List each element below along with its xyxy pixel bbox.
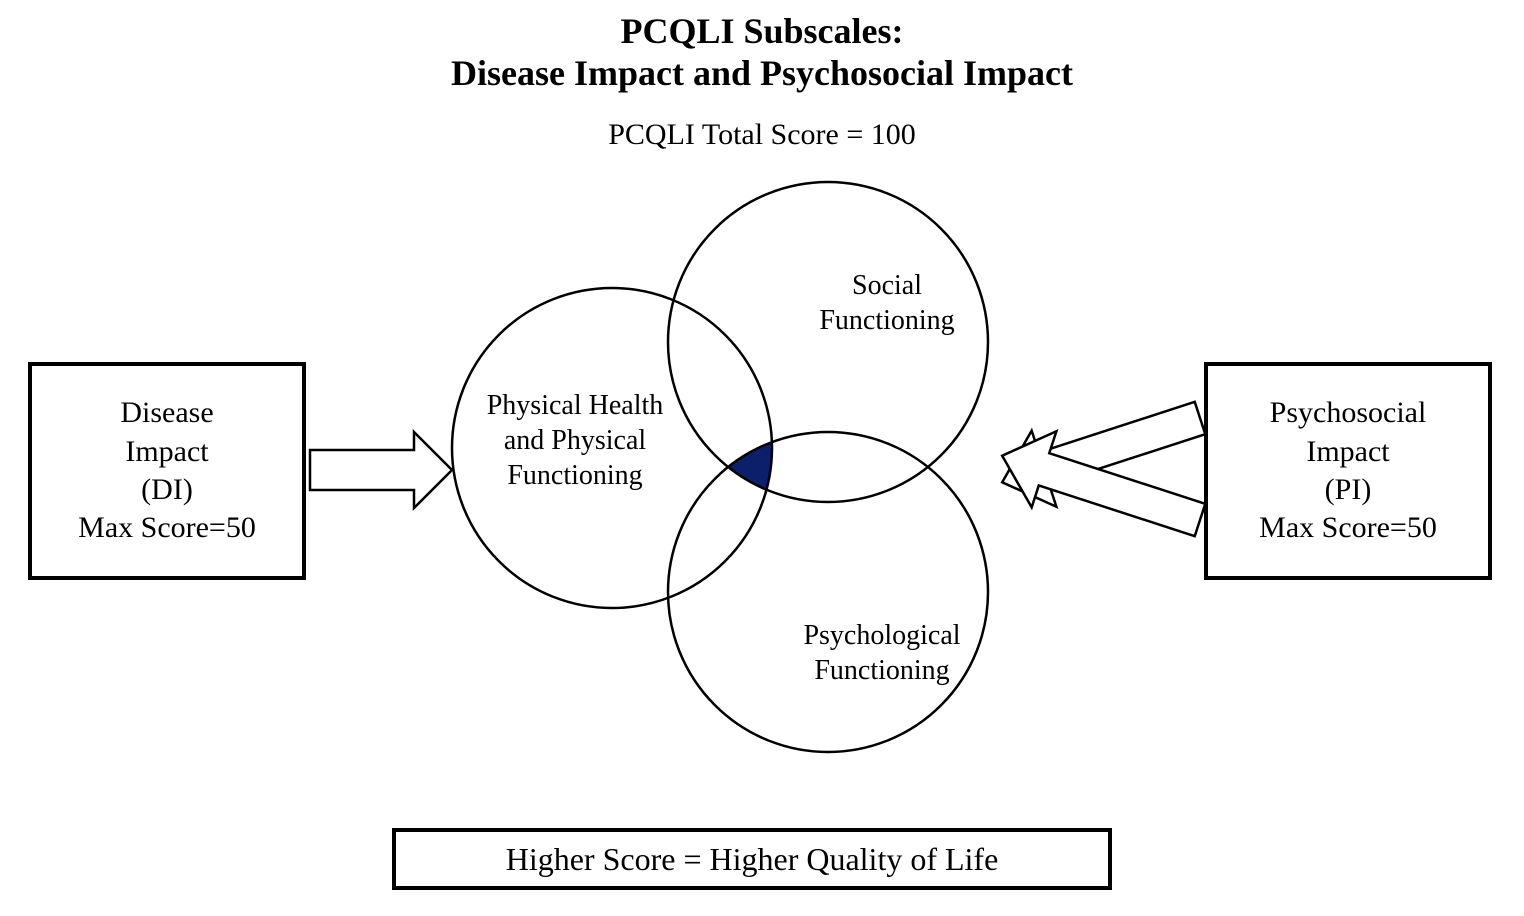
venn-label-psychological: Psychological Functioning (772, 618, 992, 688)
venn-label-physical: Physical Health and Physical Functioning (480, 388, 670, 493)
venn-circle-psychological (668, 432, 988, 752)
diagram-stage: PCQLI Subscales: Disease Impact and Psyc… (0, 0, 1524, 916)
venn-label-social: Social Functioning (792, 268, 982, 338)
venn-circle-social (668, 182, 988, 502)
diagram-svg (0, 0, 1524, 916)
arrow-di-to-physical (310, 432, 452, 508)
